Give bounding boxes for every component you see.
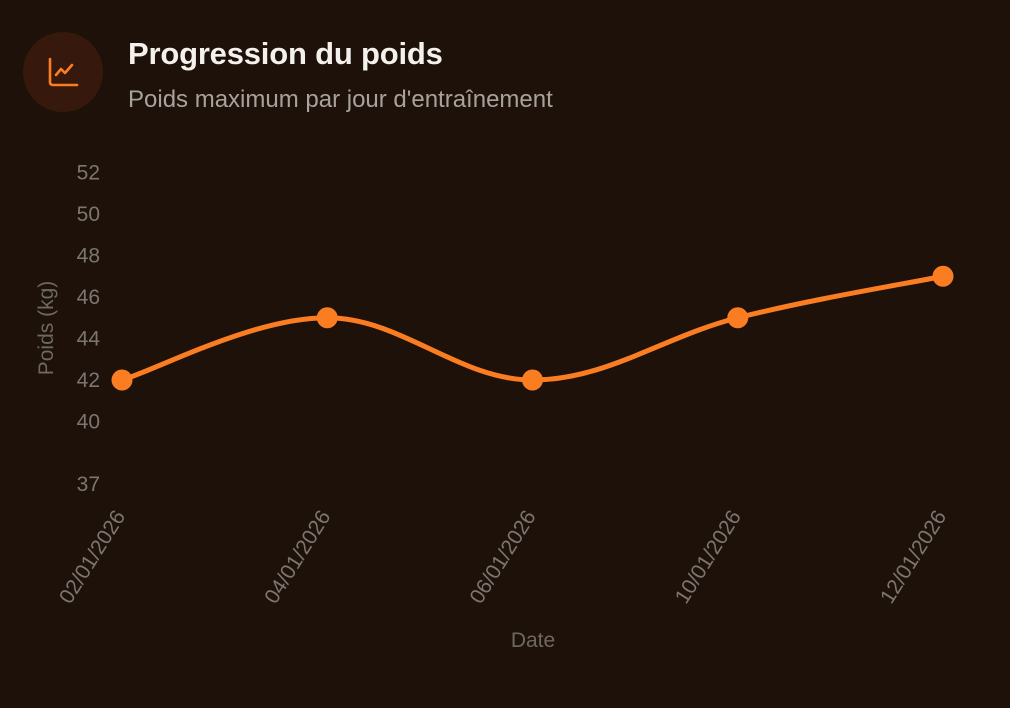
y-tick-label: 37 (77, 473, 100, 496)
data-point[interactable] (727, 307, 749, 329)
data-point[interactable] (316, 307, 338, 329)
x-axis-ticks: 02/01/2026 04/01/2026 06/01/2026 10/01/2026… (55, 506, 951, 607)
chart-subtitle: Poids maximum par jour d'entraînement (128, 86, 553, 113)
y-tick-label: 46 (77, 286, 100, 309)
data-point[interactable] (522, 369, 543, 391)
y-tick-label: 44 (77, 328, 101, 351)
line-chart-icon (48, 57, 79, 87)
chart-header: Progression du poids Poids maximum par j… (23, 32, 553, 114)
x-tick-label: 04/01/2026 (260, 506, 335, 607)
data-points (111, 265, 954, 391)
y-axis-label: Poids (kg) (35, 281, 58, 376)
y-axis-ticks: 37 40 42 44 46 48 50 52 (77, 162, 101, 496)
y-tick-label: 48 (77, 245, 100, 268)
y-tick-label: 52 (77, 162, 100, 185)
series-line (119, 273, 946, 383)
x-tick-label: 02/01/2026 (55, 506, 130, 607)
y-tick-label: 50 (77, 203, 100, 226)
data-point[interactable] (932, 265, 954, 287)
y-tick-label: 42 (77, 369, 100, 392)
x-tick-label: 12/01/2026 (876, 506, 951, 607)
x-tick-label: 10/01/2026 (671, 506, 746, 607)
y-tick-label: 40 (77, 411, 100, 434)
x-axis-label: Date (511, 629, 555, 652)
x-tick-label: 06/01/2026 (466, 506, 541, 607)
chart-title: Progression du poids (128, 36, 443, 71)
chart-icon-badge (23, 32, 103, 112)
data-point[interactable] (111, 369, 133, 391)
